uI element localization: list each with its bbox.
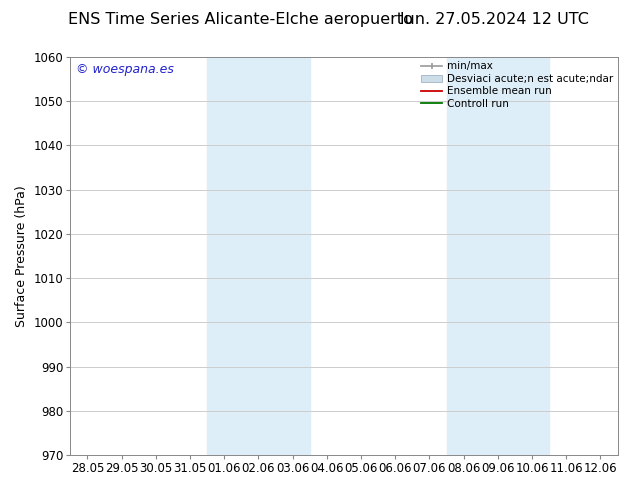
Y-axis label: Surface Pressure (hPa): Surface Pressure (hPa) (15, 185, 28, 327)
Legend: min/max, Desviaci acute;n est acute;ndar, Ensemble mean run, Controll run: min/max, Desviaci acute;n est acute;ndar… (419, 59, 616, 111)
Text: © woespana.es: © woespana.es (75, 63, 174, 76)
Bar (207, 57, 309, 455)
Text: ENS Time Series Alicante-Elche aeropuerto: ENS Time Series Alicante-Elche aeropuert… (68, 12, 413, 27)
Text: lun. 27.05.2024 12 UTC: lun. 27.05.2024 12 UTC (400, 12, 589, 27)
Bar (446, 57, 549, 455)
